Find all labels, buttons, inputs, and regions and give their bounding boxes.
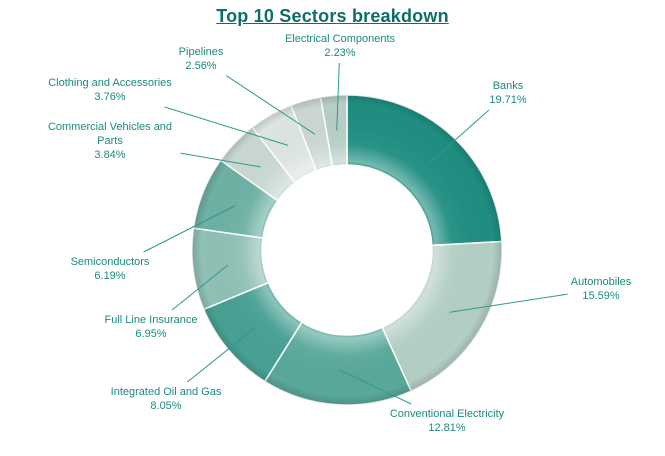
leader-line-banks	[429, 109, 490, 164]
leader-line-semiconductors	[143, 205, 236, 253]
leader-line-electrical-components	[336, 62, 340, 131]
leader-line-integrated-oil-and-gas	[186, 327, 256, 383]
leader-line-conventional-electricity	[338, 369, 412, 405]
leader-line-automobiles	[449, 293, 568, 313]
leader-line-pipelines	[226, 75, 316, 135]
leader-line-commercial-vehicles-and-parts	[180, 152, 261, 168]
donut-sheen	[192, 95, 502, 405]
chart-title: Top 10 Sectors breakdown	[216, 6, 449, 26]
leader-lines	[143, 62, 568, 405]
leader-line-clothing-and-accessories	[164, 106, 289, 146]
leader-line-full-line-insurance	[171, 264, 229, 311]
